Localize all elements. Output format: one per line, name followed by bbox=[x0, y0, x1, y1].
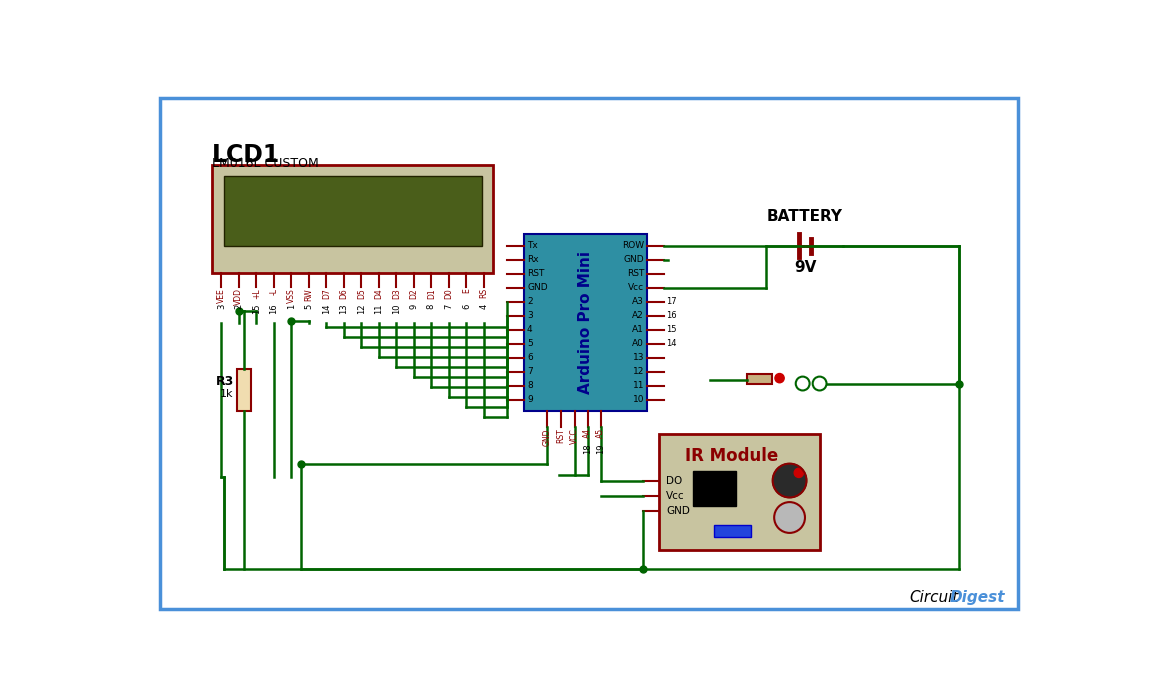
Text: D5: D5 bbox=[356, 288, 366, 299]
Circle shape bbox=[774, 502, 805, 533]
Text: 16: 16 bbox=[269, 304, 278, 314]
Text: VSS: VSS bbox=[286, 288, 296, 303]
Text: GND: GND bbox=[543, 428, 552, 446]
Text: Digest: Digest bbox=[950, 589, 1005, 605]
Text: 10: 10 bbox=[392, 304, 401, 314]
Text: 4: 4 bbox=[480, 304, 489, 309]
Text: 4: 4 bbox=[527, 326, 532, 334]
Text: Arduino Pro Mini: Arduino Pro Mini bbox=[578, 251, 593, 394]
Text: VCC: VCC bbox=[570, 428, 580, 444]
Text: D2: D2 bbox=[409, 288, 419, 299]
Bar bbox=[714, 525, 751, 537]
Text: GND: GND bbox=[527, 284, 547, 292]
Text: 5: 5 bbox=[305, 304, 313, 309]
Text: 8: 8 bbox=[427, 304, 436, 309]
Text: BATTERY: BATTERY bbox=[767, 209, 843, 224]
Text: 5: 5 bbox=[527, 340, 532, 348]
Text: 11: 11 bbox=[632, 382, 644, 390]
Text: GND: GND bbox=[623, 256, 644, 264]
Text: A3: A3 bbox=[632, 298, 644, 306]
Text: 13: 13 bbox=[632, 354, 644, 362]
Text: LM016L CUSTOM: LM016L CUSTOM bbox=[212, 157, 319, 170]
Text: VDD: VDD bbox=[235, 288, 244, 305]
Text: RST: RST bbox=[527, 270, 544, 278]
Text: RST: RST bbox=[557, 428, 566, 443]
Text: D3: D3 bbox=[392, 288, 401, 299]
Text: VEE: VEE bbox=[217, 288, 225, 303]
Text: 1: 1 bbox=[286, 304, 296, 309]
Text: 16: 16 bbox=[666, 312, 677, 320]
Text: 9V: 9V bbox=[793, 260, 816, 274]
Text: D4: D4 bbox=[375, 288, 383, 299]
Bar bbox=[212, 165, 493, 273]
Text: 17: 17 bbox=[666, 298, 677, 306]
Bar bbox=[524, 234, 647, 412]
Text: 12: 12 bbox=[356, 304, 366, 314]
Text: GND: GND bbox=[666, 506, 690, 517]
Text: Vcc: Vcc bbox=[628, 284, 644, 292]
Text: 19: 19 bbox=[597, 444, 605, 454]
Text: A2: A2 bbox=[632, 312, 644, 320]
Text: 3: 3 bbox=[217, 304, 225, 309]
Text: RW: RW bbox=[305, 288, 313, 301]
Text: 8: 8 bbox=[527, 382, 532, 390]
Text: 13: 13 bbox=[339, 304, 348, 314]
Text: A0: A0 bbox=[632, 340, 644, 348]
Text: D0: D0 bbox=[444, 288, 453, 299]
Circle shape bbox=[773, 463, 806, 498]
Text: A5: A5 bbox=[597, 428, 605, 438]
Text: D7: D7 bbox=[322, 288, 331, 299]
Text: Rx: Rx bbox=[527, 256, 538, 264]
Text: R3: R3 bbox=[215, 375, 233, 388]
Text: D1: D1 bbox=[427, 288, 436, 299]
Text: 6: 6 bbox=[462, 304, 470, 309]
Text: Circuit: Circuit bbox=[908, 589, 958, 605]
Text: 15: 15 bbox=[252, 304, 261, 314]
Text: 14: 14 bbox=[322, 304, 331, 314]
Text: -L: -L bbox=[269, 288, 278, 295]
Bar bbox=[238, 369, 252, 412]
Text: 2: 2 bbox=[527, 298, 532, 306]
Circle shape bbox=[795, 468, 804, 477]
Text: 11: 11 bbox=[375, 304, 383, 314]
Bar bbox=[223, 176, 482, 246]
Text: 7: 7 bbox=[527, 368, 532, 376]
Text: +L: +L bbox=[252, 288, 261, 299]
Text: 14: 14 bbox=[666, 340, 677, 348]
Text: Tx: Tx bbox=[527, 241, 538, 250]
Text: 12: 12 bbox=[632, 368, 644, 376]
Text: 2: 2 bbox=[235, 304, 244, 309]
Circle shape bbox=[775, 374, 784, 383]
Text: DO: DO bbox=[666, 475, 683, 486]
Text: D6: D6 bbox=[339, 288, 348, 299]
Text: 15: 15 bbox=[666, 326, 677, 334]
Text: 9: 9 bbox=[527, 395, 532, 404]
Text: 9: 9 bbox=[409, 304, 419, 309]
Text: 6: 6 bbox=[527, 354, 532, 362]
Text: 18: 18 bbox=[583, 444, 592, 454]
Text: ROW: ROW bbox=[622, 241, 644, 250]
Text: 10: 10 bbox=[632, 395, 644, 404]
Text: RS: RS bbox=[480, 288, 489, 298]
Bar bbox=[659, 434, 820, 550]
Text: 7: 7 bbox=[444, 304, 453, 309]
Bar bbox=[693, 471, 736, 506]
Text: 1k: 1k bbox=[220, 389, 233, 399]
Text: RST: RST bbox=[627, 270, 644, 278]
Bar bbox=[748, 374, 772, 384]
Text: A4: A4 bbox=[583, 428, 592, 438]
Text: IR Module: IR Module bbox=[685, 447, 779, 465]
Text: E: E bbox=[462, 288, 470, 293]
Text: 3: 3 bbox=[527, 312, 532, 320]
Text: Vcc: Vcc bbox=[666, 491, 685, 501]
Text: LCD1: LCD1 bbox=[212, 144, 281, 167]
Text: A1: A1 bbox=[632, 326, 644, 334]
